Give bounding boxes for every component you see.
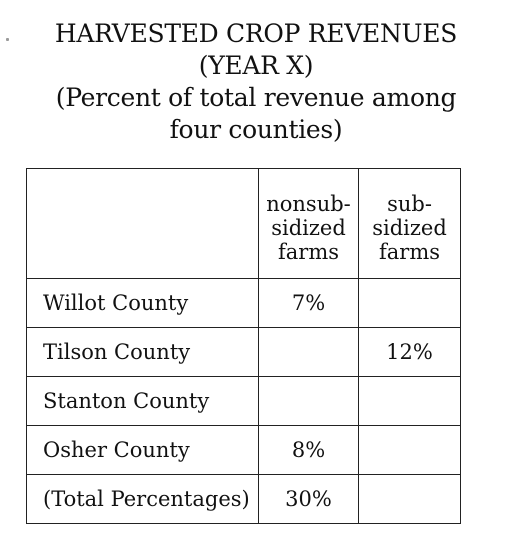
table-row: (Total Percentages) 30% xyxy=(26,474,461,524)
title-line-4: four counties) xyxy=(169,115,343,144)
nonsubsidized-cell xyxy=(258,327,359,377)
header-subsidized-line-1: sub- xyxy=(387,192,432,216)
header-nonsubsidized-line-3: farms xyxy=(277,240,340,264)
title-line-3: (Percent of total revenue among xyxy=(55,83,457,112)
header-nonsubsidized: nonsub- sidized farms xyxy=(258,168,359,279)
row-label: Stanton County xyxy=(26,376,259,426)
nonsubsidized-cell: 7% xyxy=(258,278,359,328)
subsidized-cell xyxy=(358,278,461,328)
table-row: Stanton County xyxy=(26,376,461,426)
crop-revenue-table: nonsub- sidized farms sub- sidized farms… xyxy=(26,168,461,524)
table-row: Tilson County 12% xyxy=(26,327,461,377)
table-row: Osher County 8% xyxy=(26,425,461,475)
title-line-2: (YEAR X) xyxy=(198,51,314,80)
row-label: Tilson County xyxy=(26,327,259,377)
nonsubsidized-cell xyxy=(258,376,359,426)
header-nonsubsidized-line-2: sidized xyxy=(271,216,346,240)
header-nonsubsidized-line-1: nonsub- xyxy=(266,192,351,216)
table-row: Willot County 7% xyxy=(26,278,461,328)
header-empty-cell xyxy=(26,168,259,279)
row-label: Osher County xyxy=(26,425,259,475)
stray-mark xyxy=(6,38,9,41)
header-subsidized: sub- sidized farms xyxy=(358,168,461,279)
nonsubsidized-cell: 30% xyxy=(258,474,359,524)
nonsubsidized-cell: 8% xyxy=(258,425,359,475)
header-row: nonsub- sidized farms sub- sidized farms xyxy=(26,168,461,279)
row-label: (Total Percentages) xyxy=(26,474,259,524)
subsidized-cell xyxy=(358,474,461,524)
title-line-1: HARVESTED CROP REVENUES xyxy=(54,19,458,48)
subsidized-cell: 12% xyxy=(358,327,461,377)
header-subsidized-line-2: sidized xyxy=(372,216,447,240)
table-title: HARVESTED CROP REVENUES (YEAR X) (Percen… xyxy=(14,18,498,146)
header-subsidized-line-3: farms xyxy=(378,240,441,264)
row-label: Willot County xyxy=(26,278,259,328)
subsidized-cell xyxy=(358,376,461,426)
subsidized-cell xyxy=(358,425,461,475)
